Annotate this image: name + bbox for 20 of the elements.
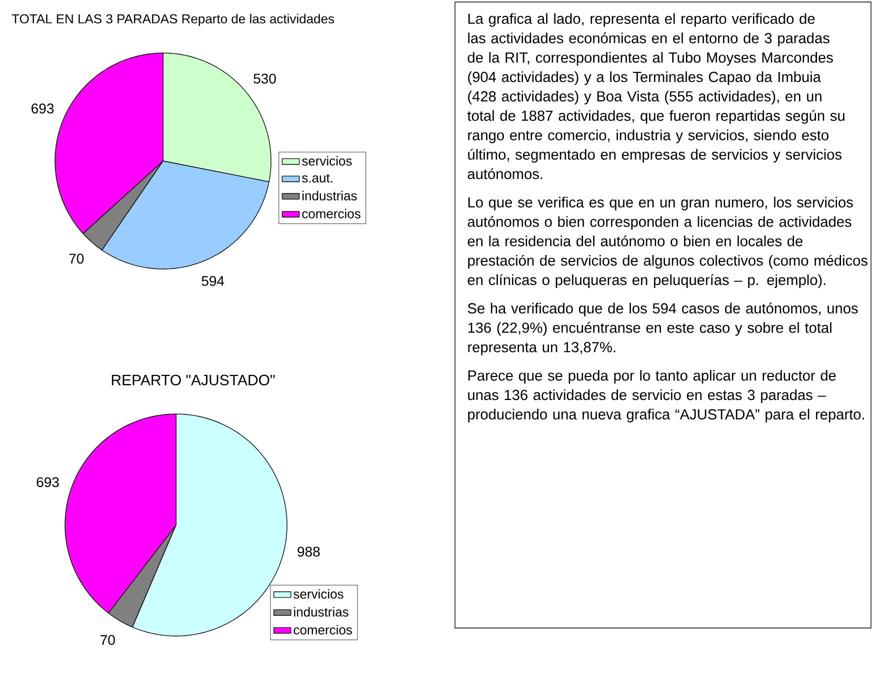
legend-label: servicios [302, 156, 352, 166]
data-label: 70 [100, 635, 115, 645]
data-label: 988 [298, 546, 320, 557]
text: Se ha verificado que de los 594 casos de autónomos, unos 136 (22,9%) encuéntranse en este caso y sobre el total representa un 13,87%. [468, 302, 858, 356]
text: Parece que se pueda por lo tanto aplicar un reductor de unas 136 actividades de servicio en estas 3 paradas – produciendo una nueva grafica “AJUSTADA” para el reparto. [468, 370, 864, 422]
legend-label: servicios [294, 589, 344, 599]
data-label: 530 [254, 74, 276, 84]
data-label: 693 [32, 104, 54, 114]
chart-title: TOTAL EN LAS 3 PARADAS Reparto de las actividades [12, 14, 334, 26]
legend-label: industrias [294, 607, 348, 617]
legend-label: industrias [302, 190, 357, 200]
legend-label: s.aut. [302, 174, 332, 183]
legend-label: comercios [294, 624, 352, 635]
data-label: 693 [36, 477, 59, 488]
legend-label: comercios [302, 208, 360, 218]
text: Lo que se verifica es que en un gran numero, los servicios autónomos o bien corresponden a licencias de actividades en la residencia del autónomo o bien en locales de prestación de servicios de algunos colectivos (como médicos en clínicas o peluqueras en peluquerías – p. ejemplo). [468, 196, 868, 288]
data-label: 594 [202, 276, 224, 286]
chart-title: REPARTO "AJUSTADO" [112, 374, 275, 386]
data-label: 70 [69, 254, 84, 264]
text: La grafica al lado, representa el reparto verificado de las actividades económicas en el entorno de 3 paradas de la RIT, correspondientes al Tubo Moyses Marcondes (904 actividades) y a los Terminales Capao da Imbuia (428 actividades) y Boa Vista (555 actividades), en un total de 1887 actividades, que fueron repartidas según su rango entre comercio, industria y servicios, siendo esto último, segmentado en empresas de servicios y servicios autónomos. [467, 13, 844, 180]
